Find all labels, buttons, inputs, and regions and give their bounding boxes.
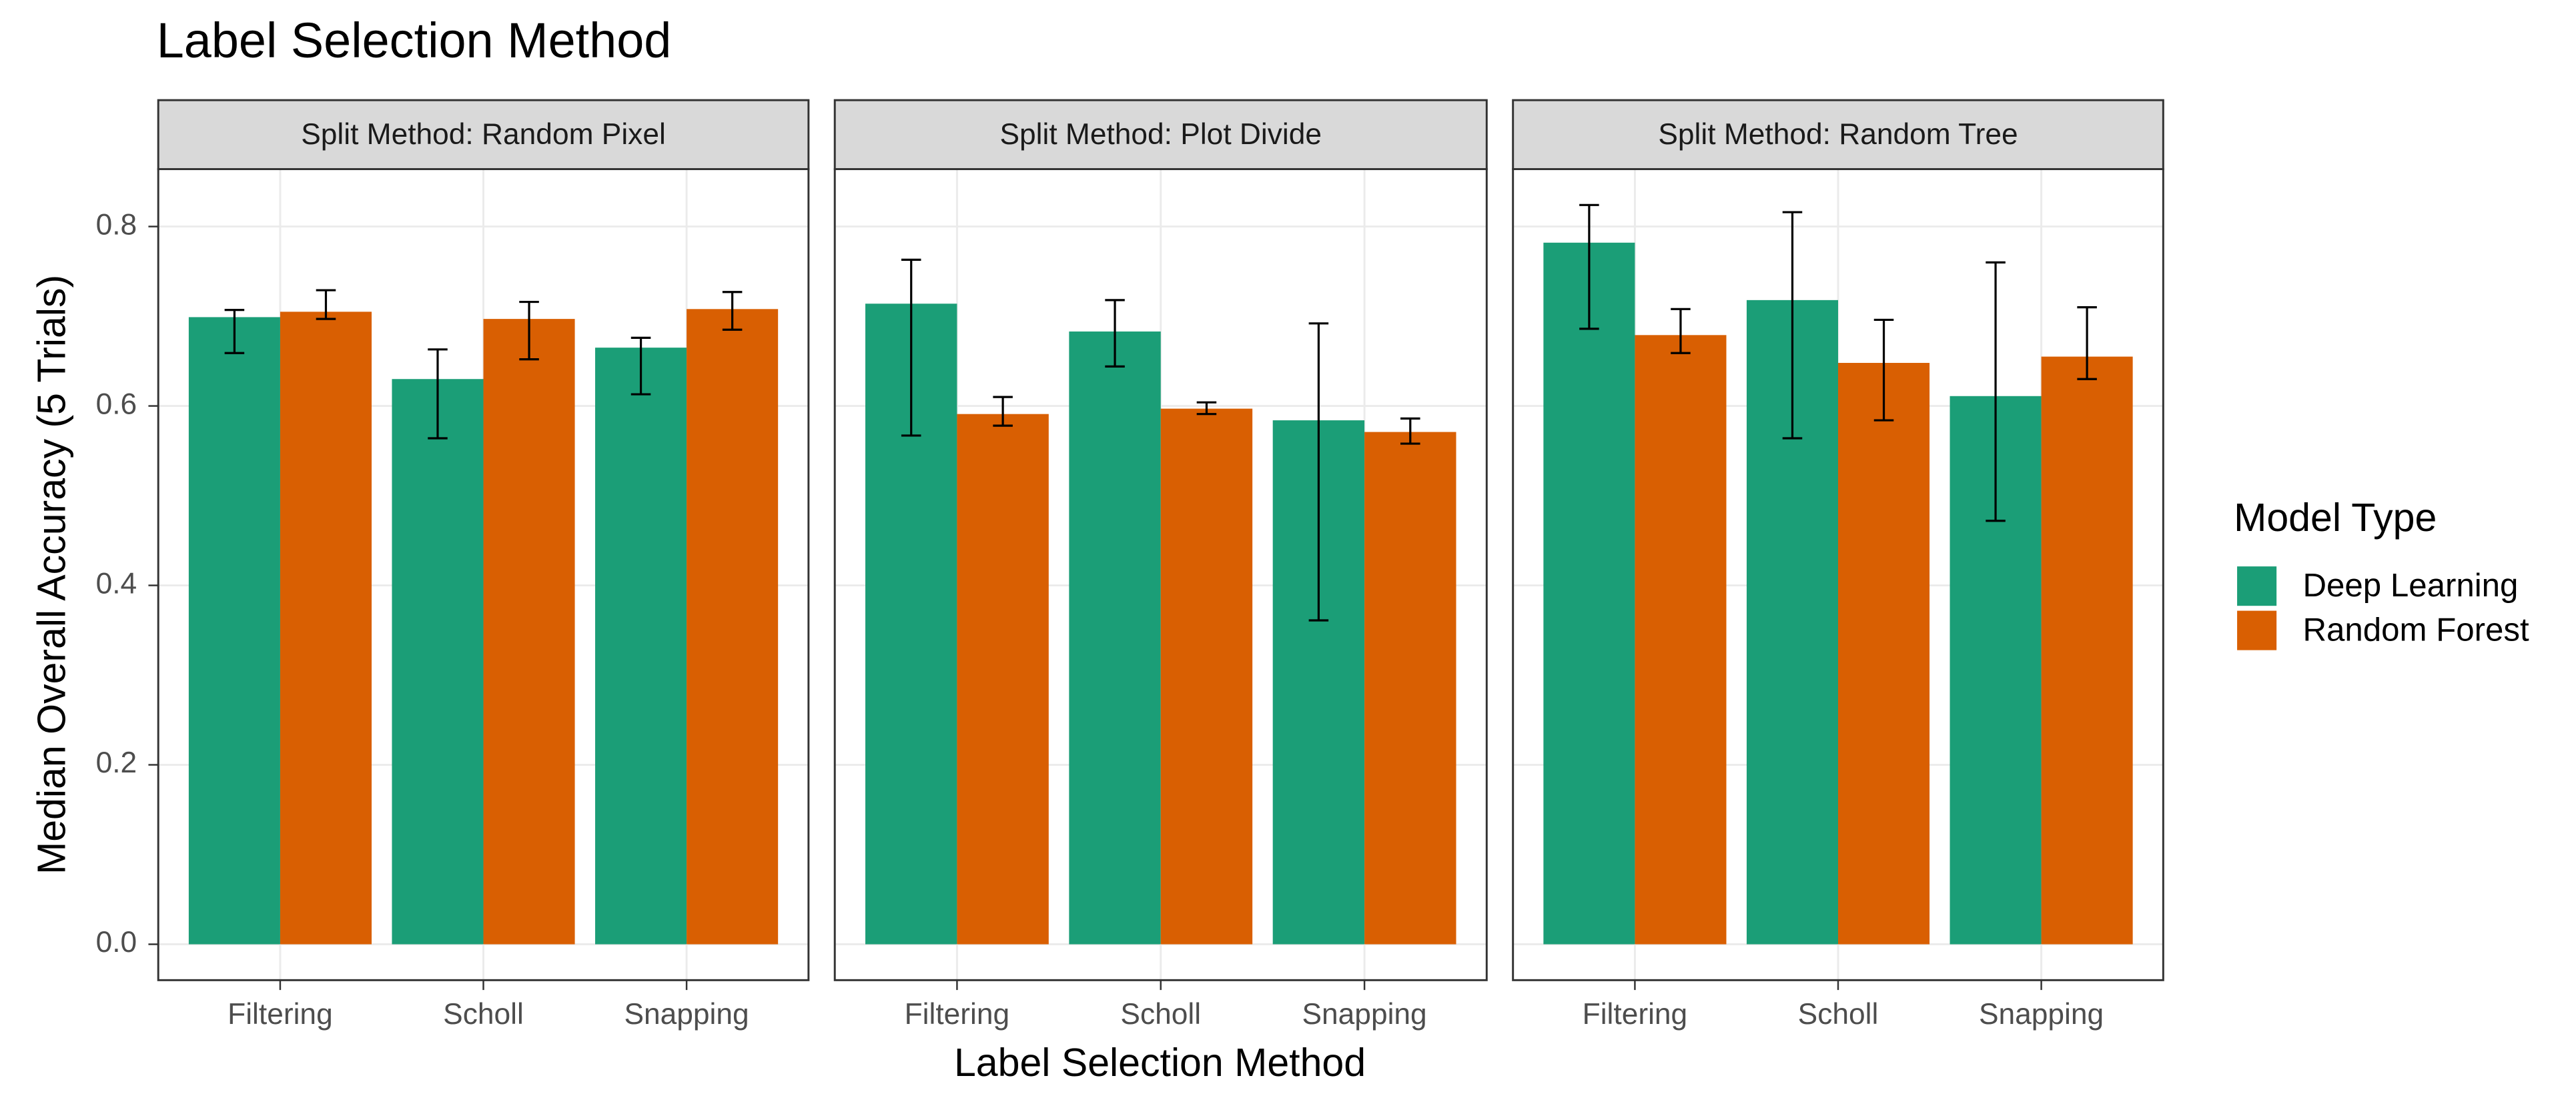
- bar: [2041, 356, 2133, 945]
- y-tick-label: 0.4: [96, 567, 137, 600]
- x-tick-label: Scholl: [1798, 998, 1879, 1031]
- bar: [280, 312, 372, 945]
- x-tick-label: Scholl: [443, 998, 524, 1031]
- y-tick-label: 0.2: [96, 746, 137, 779]
- x-axis-label: Label Selection Method: [954, 1041, 1366, 1085]
- bar: [188, 317, 280, 945]
- legend-swatch: [2237, 610, 2277, 650]
- bar: [483, 319, 575, 945]
- strip: [833, 99, 1488, 170]
- legend-label: Deep Learning: [2303, 567, 2519, 604]
- bar: [1838, 363, 1930, 945]
- x-tick-label: Scholl: [1120, 998, 1201, 1031]
- bar: [687, 309, 779, 945]
- y-tick-label: 0.8: [96, 208, 137, 241]
- strip-label: Split Method: Plot Divide: [999, 118, 1322, 151]
- bar: [1635, 335, 1727, 945]
- x-tick-label: Snapping: [1979, 998, 2104, 1031]
- legend-label: Random Forest: [2303, 612, 2530, 648]
- legend-title: Model Type: [2234, 496, 2437, 540]
- bar: [1069, 331, 1161, 945]
- bar: [1160, 408, 1253, 945]
- y-tick-label: 0.0: [96, 926, 137, 959]
- bar: [1543, 242, 1635, 945]
- strip: [1512, 99, 2164, 170]
- x-tick-label: Filtering: [1583, 998, 1688, 1031]
- strip-label: Split Method: Random Tree: [1658, 118, 2018, 151]
- strip: [157, 99, 810, 170]
- strip-label: Split Method: Random Pixel: [301, 118, 666, 151]
- y-tick-label: 0.6: [96, 388, 137, 420]
- x-tick-label: Filtering: [905, 998, 1010, 1031]
- chart-title: Label Selection Method: [157, 13, 672, 68]
- x-tick-label: Snapping: [624, 998, 749, 1031]
- bar: [1364, 432, 1456, 945]
- y-axis-label: Median Overall Accuracy (5 Trials): [30, 275, 74, 875]
- bar: [392, 379, 484, 945]
- x-tick-label: Filtering: [228, 998, 333, 1031]
- legend-swatch: [2237, 566, 2277, 606]
- bar: [595, 348, 687, 945]
- x-tick-label: Snapping: [1302, 998, 1426, 1031]
- bar: [957, 414, 1049, 945]
